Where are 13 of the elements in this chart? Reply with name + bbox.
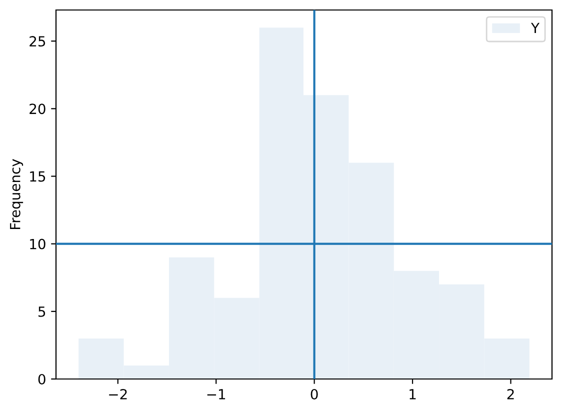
y-tick-label: 20 [30, 104, 46, 114]
y-tick-label: 10 [30, 238, 46, 250]
x-tick-label: 2 [507, 388, 514, 400]
y-tick-label: 0 [38, 374, 46, 384]
x-tick-label: 0 [310, 388, 318, 400]
legend-label: Y [530, 22, 540, 34]
x-tick-label: 1 [410, 389, 416, 400]
y-tick-label: 5 [38, 306, 46, 317]
y-axis-title: Frequency [10, 159, 24, 230]
y-tick-label: 15 [30, 171, 46, 182]
x-tick-label: −2 [109, 388, 127, 400]
x-tick-label: −1 [207, 389, 226, 400]
y-tick-label: 25 [30, 36, 46, 47]
